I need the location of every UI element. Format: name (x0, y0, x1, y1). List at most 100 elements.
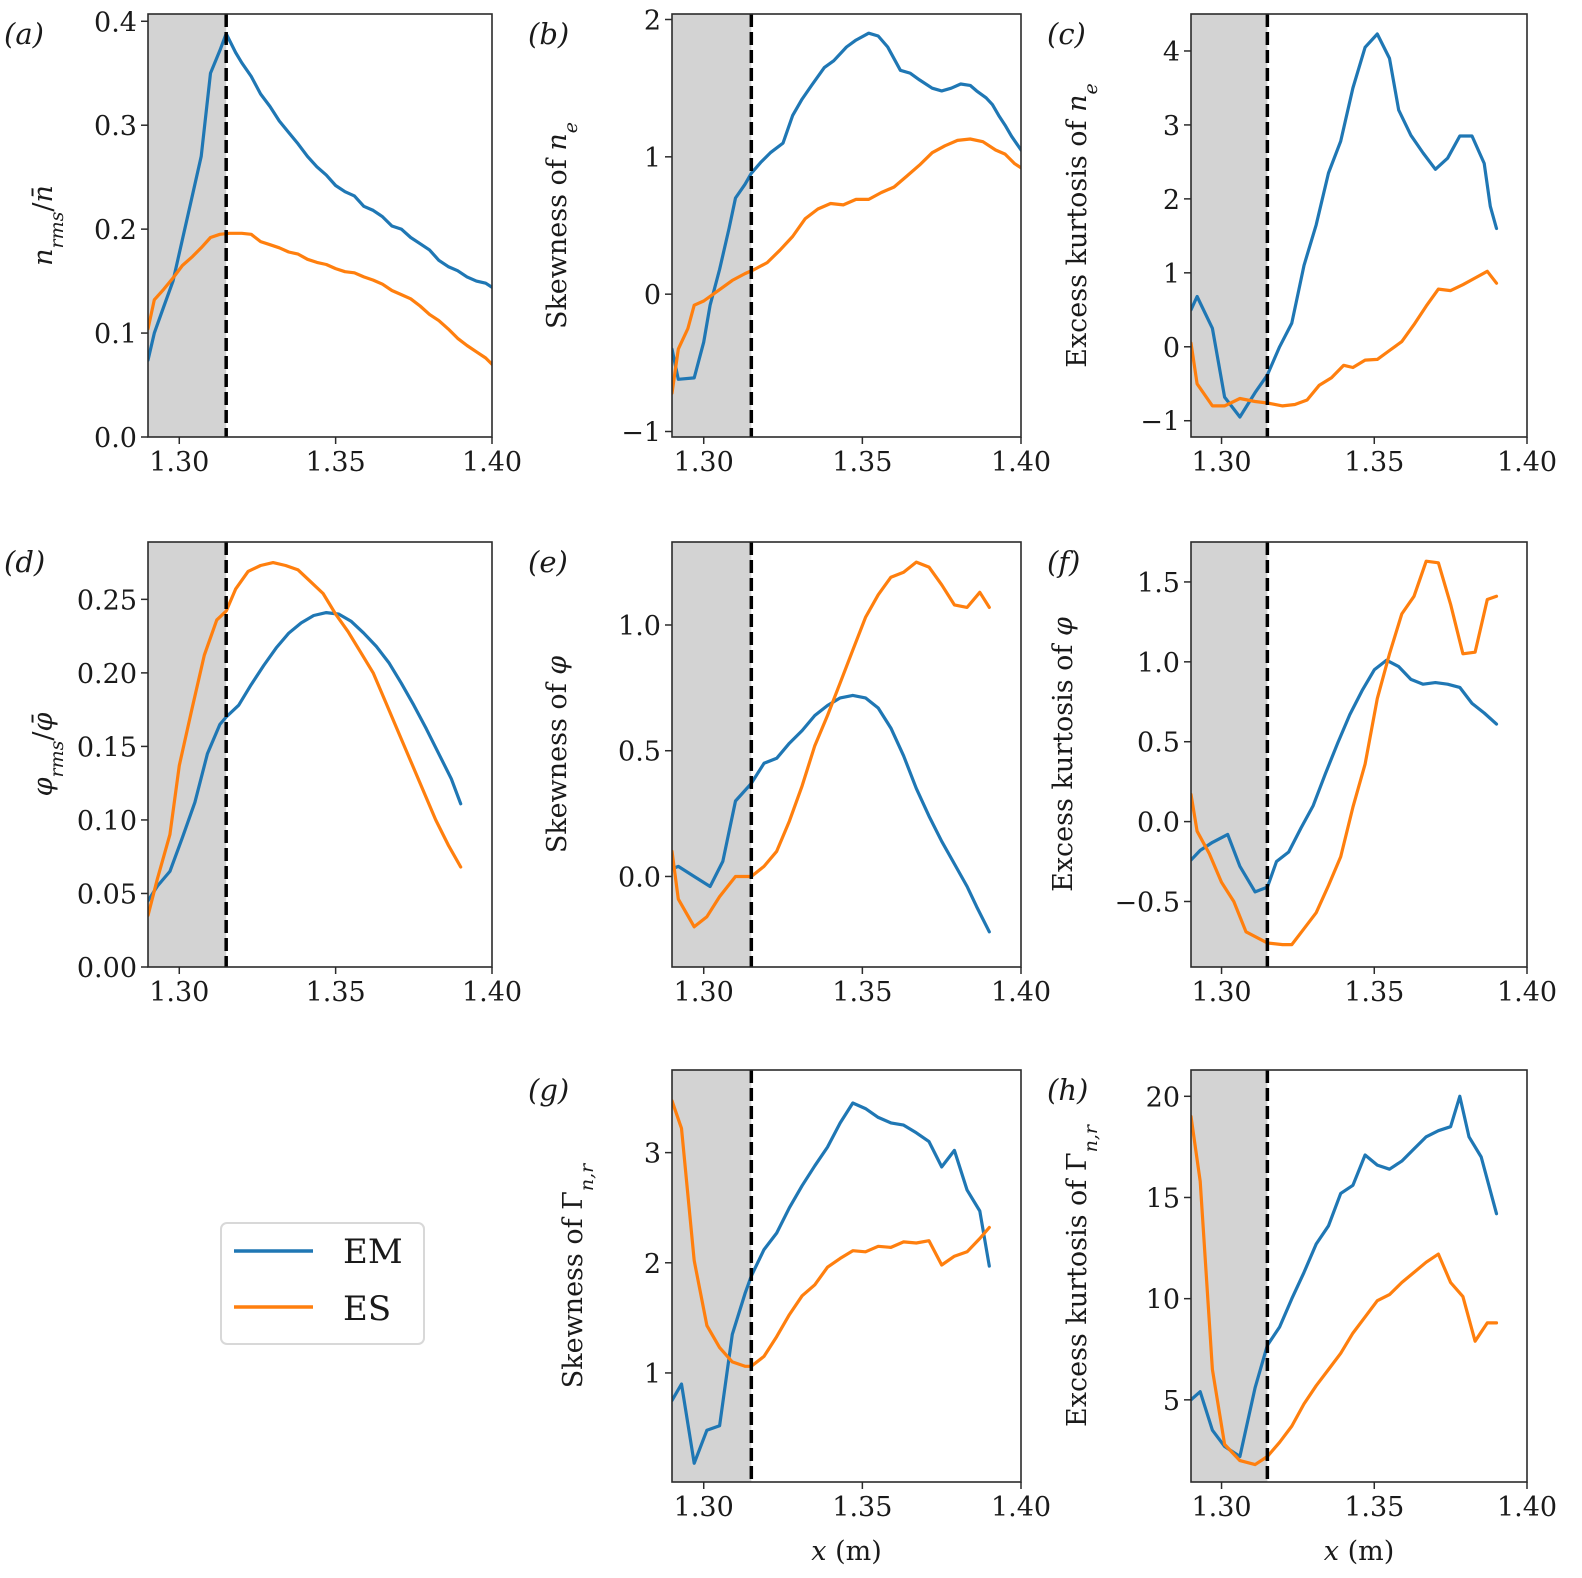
y-tick-label: 0.0 (94, 423, 137, 454)
x-tick-label: 1.35 (832, 447, 892, 478)
y-axis-label: Skewness of φ (542, 656, 573, 853)
y-tick-label: −1 (1140, 407, 1180, 438)
x-tick-label: 1.30 (149, 447, 209, 478)
panel-a: 1.30 1.35 1.40 0.0 0.1 0.2 0.3 0.4 (a) nrms/n̄ (4, 7, 522, 478)
panel-c: 1.30 1.35 1.40 −1 0 1 2 3 4 (c) Excess kurtosis of… (1047, 13, 1557, 478)
series-line-es (672, 1099, 991, 1368)
x-tick-label: 1.35 (306, 977, 366, 1008)
x-tick-label: 1.30 (674, 1492, 734, 1523)
y-tick-label: 0.0 (618, 862, 661, 893)
x-tick-label: 1.30 (1191, 447, 1251, 478)
y-axis-label: nrms/n̄ (28, 185, 68, 266)
axes-frame (1190, 541, 1528, 968)
legend: EM ES (220, 1222, 425, 1345)
y-tick-label: 0.10 (77, 806, 137, 837)
panel-d: 1.30 1.35 1.40 0.00 0.05 0.10 0.15 0.20 0.25 (d) φ… (4, 541, 522, 1008)
y-tick-label: 0.5 (618, 737, 661, 768)
x-tick-label: 1.30 (1191, 1492, 1251, 1523)
y-tick-label: 3 (644, 1139, 661, 1170)
x-tick-label: 1.35 (1344, 1492, 1404, 1523)
series-line-es (1191, 1114, 1499, 1467)
x-tick-label: 1.40 (991, 977, 1051, 1008)
y-tick-label: 1 (644, 143, 661, 174)
x-tick-label: 1.40 (462, 447, 522, 478)
y-tick-label: 0.4 (94, 7, 137, 38)
y-tick-label: 0 (644, 280, 661, 311)
x-axis-label: x (m) (1324, 1536, 1395, 1567)
y-tick-label: 1.5 (1137, 568, 1180, 599)
panel-label: (h) (1047, 1073, 1088, 1107)
y-tick-label: 0.20 (77, 659, 137, 690)
axes-frame (147, 13, 493, 438)
legend-label-es: ES (343, 1289, 391, 1329)
y-tick-label: 0.00 (77, 953, 137, 984)
series-line-em (1191, 1094, 1499, 1459)
series-line-es (148, 231, 492, 366)
y-tick-label: 0.5 (1137, 728, 1180, 759)
y-tick-label: 0 (1163, 333, 1180, 364)
series-line-em (1191, 32, 1499, 419)
legend-label-em: EM (343, 1232, 403, 1272)
x-tick-label: 1.35 (832, 1492, 892, 1523)
y-tick-label: 1 (1163, 259, 1180, 290)
series-line-es (1191, 269, 1499, 408)
y-tick-label: 15 (1146, 1183, 1180, 1214)
x-tick-label: 1.35 (832, 977, 892, 1008)
x-tick-label: 1.40 (462, 977, 522, 1008)
series-line-em (148, 32, 492, 362)
y-tick-label: 0.0 (1137, 808, 1180, 839)
series-line-em (148, 611, 463, 903)
shaded-region (148, 542, 227, 967)
series-line-em (1191, 658, 1499, 894)
y-tick-label: 2 (644, 1249, 661, 1280)
series-line-em (672, 1101, 991, 1465)
axes-frame (147, 541, 493, 968)
y-tick-label: 5 (1163, 1386, 1180, 1417)
axes-frame (1190, 1069, 1528, 1483)
x-tick-label: 1.40 (1497, 447, 1557, 478)
panel-label: (e) (528, 545, 568, 579)
panel-g: 1.30 1.35 1.40 1 2 3 (g) Skewness of Γn,r x (m) (528, 1069, 1051, 1567)
x-tick-label: 1.35 (1344, 977, 1404, 1008)
series-line-es (148, 561, 463, 918)
x-tick-label: 1.40 (1497, 1492, 1557, 1523)
y-axis-label: Skewness of ne (542, 122, 582, 329)
y-tick-label: −1 (621, 418, 661, 449)
y-tick-label: 0.25 (77, 585, 137, 616)
y-axis-label: Skewness of Γn,r (558, 1162, 598, 1388)
y-axis-label: φrms/φ̄ (28, 713, 68, 797)
y-tick-label: −0.5 (1114, 887, 1180, 918)
panel-h: 1.30 1.35 1.40 5 10 15 20 (h) Excess kurtosis of… (1047, 1069, 1557, 1567)
series-line-em (672, 31, 1021, 381)
shaded-region (672, 542, 752, 967)
panel-e: 1.30 1.35 1.40 0.0 0.5 1.0 (e) Skewness of φ (528, 541, 1051, 1008)
x-tick-label: 1.35 (1344, 447, 1404, 478)
y-tick-label: 4 (1163, 37, 1180, 68)
shaded-region (1191, 542, 1268, 967)
y-tick-label: 0.2 (94, 215, 137, 246)
legend-frame (220, 1222, 425, 1345)
panel-label: (g) (528, 1073, 569, 1107)
y-tick-label: 0.05 (77, 879, 137, 910)
y-tick-label: 1.0 (1137, 648, 1180, 679)
axes-frame (671, 1069, 1022, 1483)
axes-frame (671, 13, 1022, 438)
panel-label: (c) (1047, 17, 1086, 51)
panel-label: (a) (4, 17, 44, 51)
shaded-region (1191, 14, 1268, 437)
x-tick-label: 1.40 (991, 1492, 1051, 1523)
panel-label: (b) (528, 17, 569, 51)
shaded-region (1191, 1070, 1268, 1482)
y-tick-label: 2 (1163, 185, 1180, 216)
axes-frame (671, 541, 1022, 968)
panel-f: 1.30 1.35 1.40 −0.5 0.0 0.5 1.0 1.5 (f) Excess ku… (1047, 541, 1557, 1008)
axes-frame (1190, 13, 1528, 438)
y-tick-label: 1 (644, 1359, 661, 1390)
y-tick-label: 0.1 (94, 319, 137, 350)
panel-label: (d) (4, 545, 45, 579)
panel-label: (f) (1047, 545, 1080, 579)
y-tick-label: 0.3 (94, 111, 137, 142)
y-tick-label: 10 (1146, 1285, 1180, 1316)
y-tick-label: 3 (1163, 111, 1180, 142)
